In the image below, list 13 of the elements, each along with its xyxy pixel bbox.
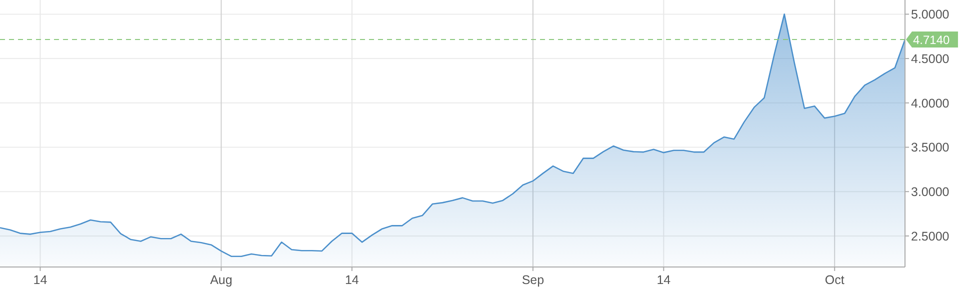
y-tick-label: 3.5000 xyxy=(911,140,950,155)
y-tick-label: 2.5000 xyxy=(911,229,950,244)
x-tick-label: 14 xyxy=(344,273,359,287)
x-tick-label: 14 xyxy=(656,273,671,287)
x-tick-label: Oct xyxy=(824,273,845,287)
y-tick-label: 5.0000 xyxy=(911,8,950,22)
y-tick-label: 3.0000 xyxy=(911,185,950,200)
y-tick-label: 4.0000 xyxy=(911,96,950,110)
x-tick-label: Sep xyxy=(522,273,544,287)
x-tick-label: Aug xyxy=(210,273,232,287)
ref-line-label: 4.7140 xyxy=(913,33,950,48)
x-tick-label: 14 xyxy=(33,273,48,287)
y-tick-label: 4.5000 xyxy=(911,52,950,66)
